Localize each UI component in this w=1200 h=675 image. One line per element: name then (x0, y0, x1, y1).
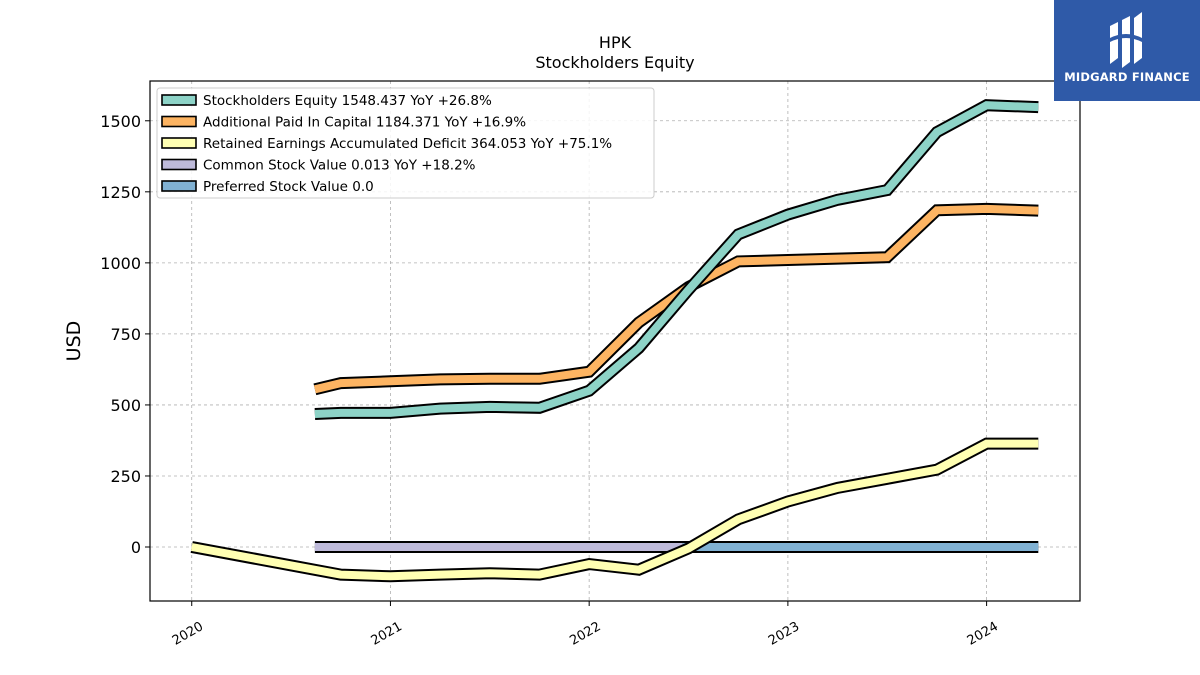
legend-label: Retained Earnings Accumulated Deficit 36… (203, 136, 612, 152)
x-tick-label: 2023 (766, 619, 802, 649)
legend-swatch (161, 94, 197, 106)
chart-title: HPK (599, 33, 632, 52)
y-axis-ticks: 0 250 500 750 1000 1250 1500 (100, 112, 150, 557)
legend-label: Common Stock Value 0.013 YoY +18.2% (203, 158, 476, 174)
legend-label: Stockholders Equity 1548.437 YoY +26.8% (203, 93, 492, 109)
y-tick-label: 750 (110, 325, 141, 344)
series-line (313, 204, 1039, 394)
series-line-outline (190, 437, 1039, 583)
chart-subtitle: Stockholders Equity (535, 53, 694, 72)
series-line (314, 101, 1039, 418)
x-tick-label: 2021 (369, 619, 405, 649)
legend: Stockholders Equity 1548.437 YoY +26.8% A… (156, 87, 655, 199)
series-lines (190, 99, 1039, 583)
x-axis-ticks: 2020 2021 2022 2023 2024 (170, 601, 1001, 649)
legend-label: Preferred Stock Value 0.0 (203, 179, 374, 195)
y-tick-label: 1500 (100, 112, 141, 131)
x-tick-label: 2022 (567, 619, 603, 649)
y-axis-label: USD (63, 321, 85, 362)
legend-swatch (161, 158, 197, 171)
x-tick-label: 2024 (965, 619, 1001, 649)
plot-area-frame (149, 80, 1081, 602)
legend-label: Additional Paid In Capital 1184.371 YoY … (203, 115, 526, 131)
y-tick-label: 500 (110, 396, 141, 415)
y-tick-label: 1000 (100, 254, 141, 273)
legend-box (156, 87, 655, 199)
logo-mark-icon (1110, 12, 1142, 68)
y-tick-label: 0 (131, 538, 141, 557)
midgard-finance-logo: MIDGARD FINANCE (1054, 0, 1200, 101)
y-tick-label: 250 (110, 467, 141, 486)
logo-text: MIDGARD FINANCE (1064, 70, 1190, 84)
legend-swatch (161, 180, 197, 192)
series-line (190, 439, 1039, 581)
legend-swatch (161, 137, 197, 149)
y-tick-label: 1250 (100, 183, 141, 202)
legend-swatch (161, 115, 197, 128)
x-tick-label: 2020 (170, 619, 206, 649)
